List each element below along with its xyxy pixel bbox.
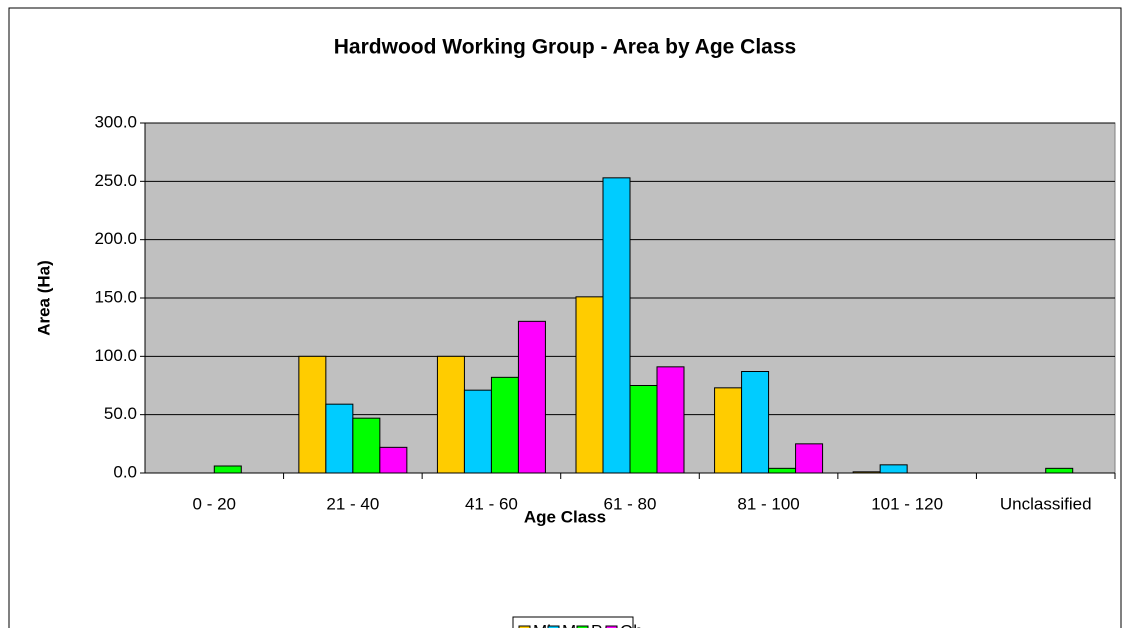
- y-tick-label: 100.0: [94, 346, 137, 365]
- legend-swatch: [518, 625, 531, 628]
- bar: [852, 471, 881, 474]
- legend-swatch: [605, 625, 618, 628]
- legend-label: Oh: [620, 621, 643, 628]
- x-tick-label: 81 - 100: [737, 494, 799, 513]
- bar: [656, 366, 685, 474]
- bar: [602, 177, 631, 474]
- bar: [463, 389, 492, 474]
- x-tick-label: 61 - 80: [604, 494, 657, 513]
- y-tick-label: 250.0: [94, 171, 137, 190]
- y-axis-label: Area (Ha): [34, 260, 53, 336]
- bar: [213, 465, 242, 474]
- bar: [795, 443, 824, 474]
- y-tick-label: 300.0: [94, 112, 137, 131]
- legend-box: [512, 616, 634, 628]
- legend-label: Po: [591, 621, 612, 628]
- bar: [575, 296, 604, 474]
- bar: [768, 467, 797, 474]
- x-tick-label: 41 - 60: [465, 494, 518, 513]
- x-tick-label: 21 - 40: [326, 494, 379, 513]
- bar: [379, 446, 408, 474]
- bar: [629, 385, 658, 474]
- legend-swatch: [576, 625, 589, 628]
- bar: [490, 376, 519, 474]
- bar: [298, 355, 327, 474]
- y-tick-label: 200.0: [94, 229, 137, 248]
- bar: [1045, 467, 1074, 474]
- x-tick-label: 101 - 120: [871, 494, 943, 513]
- x-tick-label: Unclassified: [1000, 494, 1092, 513]
- x-tick-label: 0 - 20: [193, 494, 236, 513]
- x-axis-label: Age Class: [524, 507, 606, 526]
- legend-label: Ms: [562, 621, 585, 628]
- legend-swatch: [547, 625, 560, 628]
- chart-title: Hardwood Working Group - Area by Age Cla…: [334, 36, 796, 59]
- bar: [352, 417, 381, 474]
- y-tick-label: 150.0: [94, 287, 137, 306]
- bar: [879, 464, 908, 474]
- y-tick-label: 50.0: [104, 404, 137, 423]
- legend-label: Mh: [533, 621, 557, 628]
- bar: [741, 371, 770, 474]
- bar: [325, 403, 354, 474]
- bar: [714, 387, 743, 474]
- bar: [436, 355, 465, 474]
- y-tick-label: 0.0: [113, 462, 137, 481]
- bar: [517, 320, 546, 474]
